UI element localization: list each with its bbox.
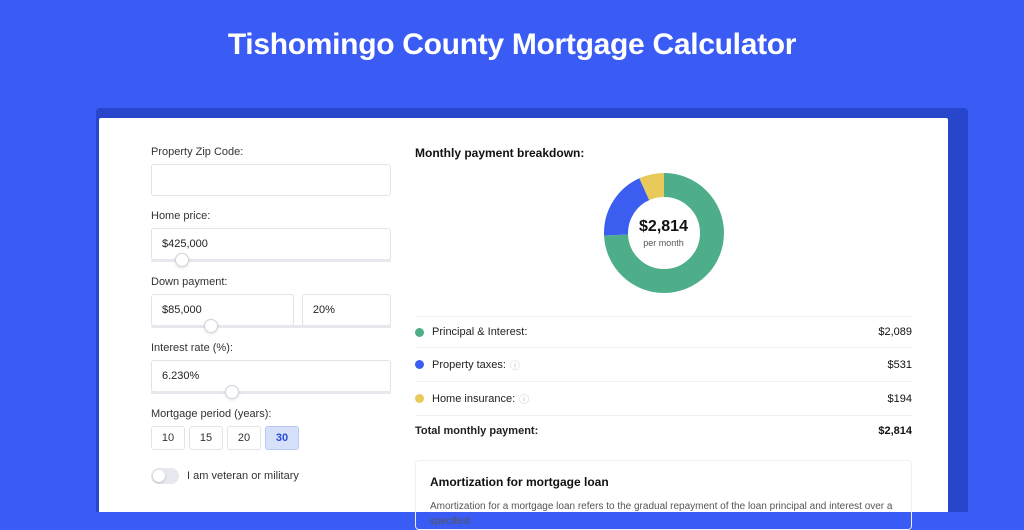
field-period: Mortgage period (years): 10152030	[151, 408, 391, 450]
veteran-toggle[interactable]	[151, 468, 179, 484]
field-veteran: I am veteran or military	[151, 468, 391, 484]
legend-dot	[415, 360, 424, 369]
down-payment-input[interactable]	[151, 294, 294, 326]
legend-value: $194	[888, 393, 912, 405]
period-option-20[interactable]: 20	[227, 426, 261, 450]
total-label: Total monthly payment:	[415, 425, 538, 437]
period-label: Mortgage period (years):	[151, 408, 391, 420]
home-price-label: Home price:	[151, 210, 391, 222]
zip-input[interactable]	[151, 164, 391, 196]
period-option-10[interactable]: 10	[151, 426, 185, 450]
legend-total-row: Total monthly payment: $2,814	[415, 415, 912, 446]
legend: Principal & Interest: $2,089 Property taxe…	[415, 316, 912, 446]
legend-label: Principal & Interest:	[432, 326, 527, 338]
legend-label: Home insurance:	[432, 393, 515, 405]
amortization-box: Amortization for mortgage loan Amortizat…	[415, 460, 912, 530]
amortization-text: Amortization for a mortgage loan refers …	[430, 499, 897, 529]
field-zip: Property Zip Code:	[151, 146, 391, 196]
down-payment-label: Down payment:	[151, 276, 391, 288]
legend-row: Principal & Interest: $2,089	[415, 316, 912, 347]
inputs-column: Property Zip Code: Home price: Down paym…	[151, 146, 391, 512]
home-price-slider[interactable]	[151, 259, 391, 262]
period-option-15[interactable]: 15	[189, 426, 223, 450]
zip-label: Property Zip Code:	[151, 146, 391, 158]
total-value: $2,814	[878, 425, 912, 437]
breakdown-title: Monthly payment breakdown:	[415, 146, 912, 160]
slider-knob[interactable]	[204, 319, 218, 333]
breakdown-column: Monthly payment breakdown: $2,814 per mo…	[415, 146, 912, 512]
slider-knob[interactable]	[175, 253, 189, 267]
legend-value: $2,089	[878, 326, 912, 338]
legend-row: Home insurance: ⓘ $194	[415, 381, 912, 415]
interest-label: Interest rate (%):	[151, 342, 391, 354]
donut-sub: per month	[643, 238, 684, 248]
field-interest: Interest rate (%):	[151, 342, 391, 394]
donut-amount: $2,814	[639, 218, 688, 236]
slider-knob[interactable]	[225, 385, 239, 399]
legend-label: Property taxes:	[432, 359, 506, 371]
down-payment-slider[interactable]	[151, 325, 391, 328]
interest-input[interactable]	[151, 360, 391, 392]
down-payment-pct-input[interactable]	[302, 294, 391, 326]
legend-dot	[415, 328, 424, 337]
veteran-label: I am veteran or military	[187, 470, 299, 482]
amortization-title: Amortization for mortgage loan	[430, 475, 897, 489]
period-option-30[interactable]: 30	[265, 426, 299, 450]
legend-row: Property taxes: ⓘ $531	[415, 347, 912, 381]
donut-center: $2,814 per month	[603, 172, 725, 294]
period-options: 10152030	[151, 426, 391, 450]
info-icon[interactable]: ⓘ	[510, 357, 520, 372]
calculator-card: Property Zip Code: Home price: Down paym…	[99, 118, 948, 512]
info-icon[interactable]: ⓘ	[519, 391, 529, 406]
field-home-price: Home price:	[151, 210, 391, 262]
field-down-payment: Down payment:	[151, 276, 391, 328]
donut-chart: $2,814 per month	[603, 172, 725, 294]
page-title: Tishomingo County Mortgage Calculator	[0, 0, 1024, 82]
legend-dot	[415, 394, 424, 403]
donut-wrap: $2,814 per month	[415, 172, 912, 294]
legend-value: $531	[888, 359, 912, 371]
interest-slider[interactable]	[151, 391, 391, 394]
